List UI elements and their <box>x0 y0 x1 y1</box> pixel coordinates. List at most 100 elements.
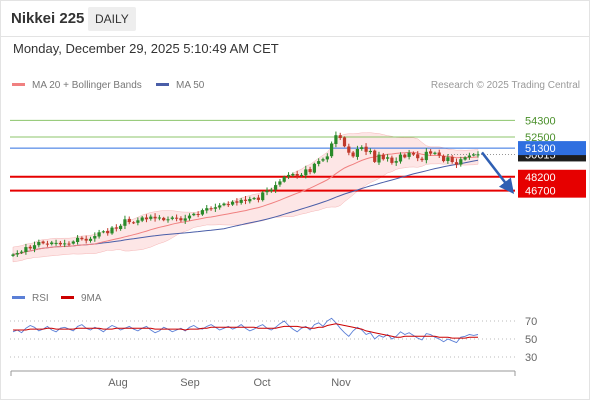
candle-body <box>63 243 67 245</box>
candle-body <box>472 154 476 156</box>
candle-body <box>390 157 394 163</box>
candle-body <box>80 237 84 240</box>
resistance-label: 52500 <box>525 132 556 144</box>
candle-body <box>28 246 32 249</box>
candle-body <box>334 135 338 144</box>
candle-body <box>429 151 433 154</box>
candle-body <box>420 158 424 161</box>
candle-body <box>127 218 131 223</box>
candle-body <box>403 154 407 158</box>
candle-body <box>416 154 420 159</box>
candle-body <box>179 218 183 221</box>
candle-body <box>437 152 441 156</box>
candle-body <box>101 231 105 233</box>
rsi-line <box>12 317 479 344</box>
legend-rsi-ma-label: 9MA <box>81 293 102 304</box>
rsi-tick-label: 70 <box>525 316 537 328</box>
ma20-swatch <box>12 82 25 86</box>
candle-body <box>256 197 260 200</box>
candle-body <box>114 227 118 229</box>
candle-body <box>32 245 37 249</box>
candle-body <box>342 137 347 147</box>
candle-body <box>170 217 174 219</box>
candle-body <box>243 199 248 201</box>
instrument-title: Nikkei 225 <box>11 10 85 27</box>
candle-body <box>222 203 226 206</box>
support-label: 46700 <box>525 186 556 198</box>
forecast-arrow-line <box>481 151 515 194</box>
candle-body <box>157 217 161 219</box>
candle-body <box>454 162 459 165</box>
price-levels <box>10 119 515 192</box>
candle-body <box>71 241 75 244</box>
legend-ma50: MA 50 <box>156 80 204 91</box>
candle-body <box>312 163 316 173</box>
support-zone-tag <box>518 169 586 198</box>
candle-body <box>192 213 196 216</box>
candle-body <box>330 143 334 157</box>
candle-body <box>226 204 230 206</box>
candle-body <box>291 174 295 176</box>
candle-body <box>373 150 377 162</box>
candle-body <box>282 176 286 182</box>
candle-body <box>463 157 467 160</box>
candle-body <box>317 161 321 164</box>
candle-body <box>398 154 403 162</box>
pivot-tag <box>518 141 586 156</box>
x-tick-label: Aug <box>108 377 128 389</box>
candle-body <box>394 161 398 163</box>
candle-body <box>308 169 312 173</box>
candle-body <box>175 217 179 219</box>
candle-body <box>88 238 93 241</box>
candle-body <box>450 156 454 162</box>
candle-body <box>67 243 71 245</box>
candle-body <box>205 208 209 211</box>
candle-body <box>231 201 235 205</box>
candle-body <box>338 135 342 138</box>
legend-rsi-label: RSI <box>32 293 49 304</box>
candle-body <box>299 174 304 176</box>
candle-body <box>351 152 355 157</box>
candle-body <box>265 190 269 193</box>
candle-body <box>355 149 359 157</box>
candle-body <box>411 153 415 155</box>
rsi-panel: 70 50 30 <box>10 316 537 364</box>
candle-body <box>278 181 282 185</box>
resistance-label: 54300 <box>525 115 556 127</box>
candle-body <box>20 251 24 253</box>
x-tick-label: Sep <box>180 377 200 389</box>
candle-body <box>424 151 428 161</box>
candle-body <box>213 207 217 209</box>
candle-body <box>196 214 200 215</box>
ma50-swatch <box>156 82 169 86</box>
candle-body <box>153 216 157 219</box>
candle-body <box>304 169 308 176</box>
rsi-tick-label: 30 <box>525 352 537 364</box>
candle-body <box>368 150 372 153</box>
x-tick-label: Oct <box>253 377 270 389</box>
candle-body <box>364 146 368 152</box>
candle-body <box>218 205 222 208</box>
x-axis: Aug Sep Oct Nov <box>10 370 516 389</box>
pivot-label: 51300 <box>525 143 556 155</box>
candle-body <box>476 154 480 156</box>
rsi-tick-label: 50 <box>525 334 537 346</box>
candle-body <box>93 236 97 239</box>
candle-body <box>187 215 192 219</box>
period-badge[interactable]: DAILY <box>88 7 136 31</box>
candle-body <box>381 154 385 160</box>
candle-body <box>24 247 28 252</box>
candle-body <box>200 210 204 215</box>
candle-body <box>183 218 187 221</box>
candle-body <box>144 217 149 220</box>
candle-body <box>119 225 123 229</box>
legend-ma20-label: MA 20 + Bollinger Bands <box>32 80 142 91</box>
candle-body <box>162 217 166 221</box>
candle-body <box>136 220 140 223</box>
legend-rsi: RSI <box>12 293 49 304</box>
candle-body <box>252 198 256 200</box>
candle-body <box>377 154 381 163</box>
chart-header: Nikkei 225 DAILY <box>0 0 590 37</box>
